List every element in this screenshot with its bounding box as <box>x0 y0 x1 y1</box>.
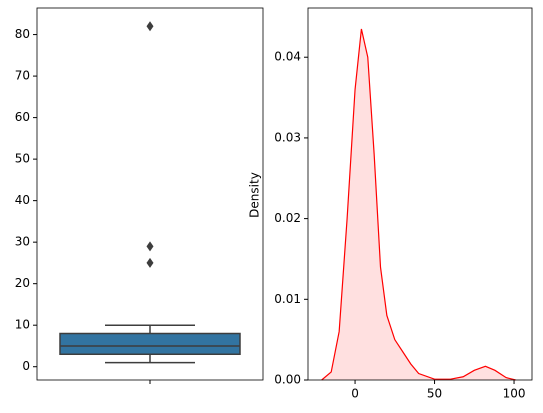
outlier <box>146 257 154 268</box>
y-tick-label: 0.00 <box>274 373 301 387</box>
y-tick-label: 30 <box>15 235 30 249</box>
density-area <box>321 28 516 381</box>
y-tick-label: 10 <box>15 318 30 332</box>
x-tick-label: 100 <box>503 387 526 401</box>
y-tick-label: 60 <box>15 110 30 124</box>
y-tick-label: 40 <box>15 193 30 207</box>
axes-frame <box>36 7 264 381</box>
x-tick-label: 0 <box>351 387 359 401</box>
y-tick-label: 50 <box>15 152 30 166</box>
y-tick-label: 0 <box>22 359 30 373</box>
x-tick-label: 50 <box>427 387 442 401</box>
y-tick-label: 80 <box>15 27 30 41</box>
box <box>59 332 241 356</box>
y-axis-label: Density <box>248 172 262 218</box>
density-line <box>321 28 516 381</box>
y-tick-label: 0.03 <box>274 130 301 144</box>
outlier <box>146 21 154 32</box>
axes-frame <box>307 7 533 381</box>
y-tick-label: 70 <box>15 69 30 83</box>
y-tick-label: 20 <box>15 276 30 290</box>
outlier <box>146 241 154 252</box>
y-tick-label: 0.04 <box>274 50 301 64</box>
y-tick-label: 0.01 <box>274 292 301 306</box>
y-tick-label: 0.02 <box>274 211 301 225</box>
